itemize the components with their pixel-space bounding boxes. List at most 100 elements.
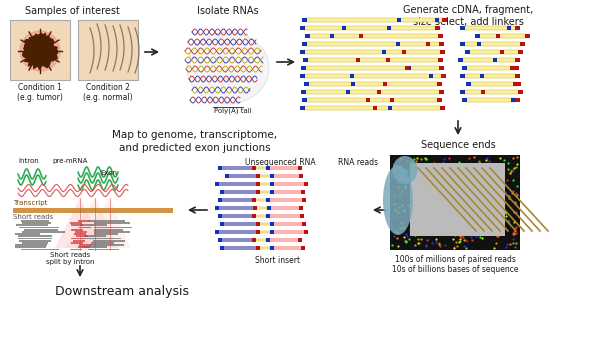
Ellipse shape [392, 156, 418, 184]
Bar [18, 238, 52, 239]
Bar [302, 42, 307, 46]
Bar [75, 231, 87, 233]
Bar [304, 82, 309, 86]
Bar [309, 34, 439, 38]
Bar [215, 206, 257, 210]
Text: Exon: Exon [100, 170, 117, 176]
Bar [386, 58, 390, 62]
Bar [383, 82, 387, 86]
Bar [270, 230, 308, 234]
Bar [440, 106, 445, 110]
Bar [270, 246, 274, 250]
Bar [79, 227, 91, 228]
Bar [407, 66, 411, 70]
Bar [220, 222, 260, 226]
Bar [462, 58, 516, 62]
Bar [78, 20, 138, 80]
Bar [429, 74, 433, 78]
Ellipse shape [187, 32, 269, 104]
Bar [438, 34, 443, 38]
Bar [299, 206, 303, 210]
Bar [405, 66, 409, 70]
Bar [10, 20, 70, 80]
Bar [270, 246, 305, 250]
Bar [89, 220, 125, 222]
Bar [460, 42, 465, 46]
Bar [469, 50, 519, 54]
Bar [464, 74, 516, 78]
Bar [390, 155, 520, 250]
Bar [220, 222, 224, 226]
Bar [76, 235, 88, 237]
Text: Samples of interest: Samples of interest [25, 6, 119, 16]
Bar [465, 50, 470, 54]
Bar [270, 182, 308, 186]
Bar [460, 26, 465, 30]
Text: Isolate RNAs: Isolate RNAs [197, 6, 259, 16]
Bar [439, 90, 444, 94]
Bar [301, 90, 306, 94]
Bar [300, 214, 304, 218]
Bar [298, 238, 302, 242]
Bar [22, 242, 48, 244]
Bar [305, 66, 440, 70]
Text: Poly(A) tail: Poly(A) tail [214, 108, 252, 114]
Bar [466, 98, 516, 102]
Bar [256, 222, 260, 226]
Bar [437, 82, 442, 86]
Bar [307, 58, 439, 62]
Bar [302, 98, 307, 102]
Polygon shape [65, 198, 118, 248]
Bar [82, 238, 121, 239]
Bar [73, 240, 85, 242]
Bar [70, 222, 82, 224]
Bar [300, 74, 305, 78]
Bar [440, 50, 445, 54]
Bar [218, 198, 222, 202]
Bar [346, 90, 350, 94]
Bar [256, 215, 266, 217]
Bar [477, 42, 481, 46]
Bar [462, 98, 467, 102]
Bar [306, 18, 443, 22]
Bar [300, 106, 305, 110]
Text: pre-mRNA: pre-mRNA [52, 158, 88, 164]
Bar [78, 246, 90, 248]
Bar [225, 174, 260, 178]
Bar [260, 231, 270, 233]
Bar [270, 182, 274, 186]
Polygon shape [23, 33, 58, 69]
Bar [270, 190, 274, 194]
Bar [305, 90, 440, 94]
Bar [396, 42, 400, 46]
Bar [15, 246, 46, 248]
Bar [330, 34, 334, 38]
Bar [513, 82, 517, 86]
Bar [306, 98, 438, 102]
Bar [13, 208, 173, 213]
Bar [218, 166, 256, 170]
Bar [266, 238, 302, 242]
Bar [93, 240, 125, 242]
Bar [260, 175, 270, 177]
Bar [518, 90, 523, 94]
Bar [303, 58, 308, 62]
Bar [266, 214, 304, 218]
Bar [402, 50, 406, 54]
Bar [520, 42, 525, 46]
Bar [442, 18, 447, 22]
Text: RNA reads: RNA reads [338, 158, 378, 167]
Bar [462, 66, 467, 70]
Bar [94, 227, 132, 228]
Bar [225, 174, 229, 178]
Bar [19, 240, 51, 242]
Text: Downstream analysis: Downstream analysis [55, 285, 189, 298]
Bar [16, 224, 48, 226]
Bar [256, 167, 266, 169]
Bar [301, 246, 305, 250]
Bar [15, 233, 40, 235]
Bar [511, 98, 515, 102]
Bar [475, 34, 480, 38]
Bar [215, 182, 219, 186]
Bar [306, 42, 440, 46]
